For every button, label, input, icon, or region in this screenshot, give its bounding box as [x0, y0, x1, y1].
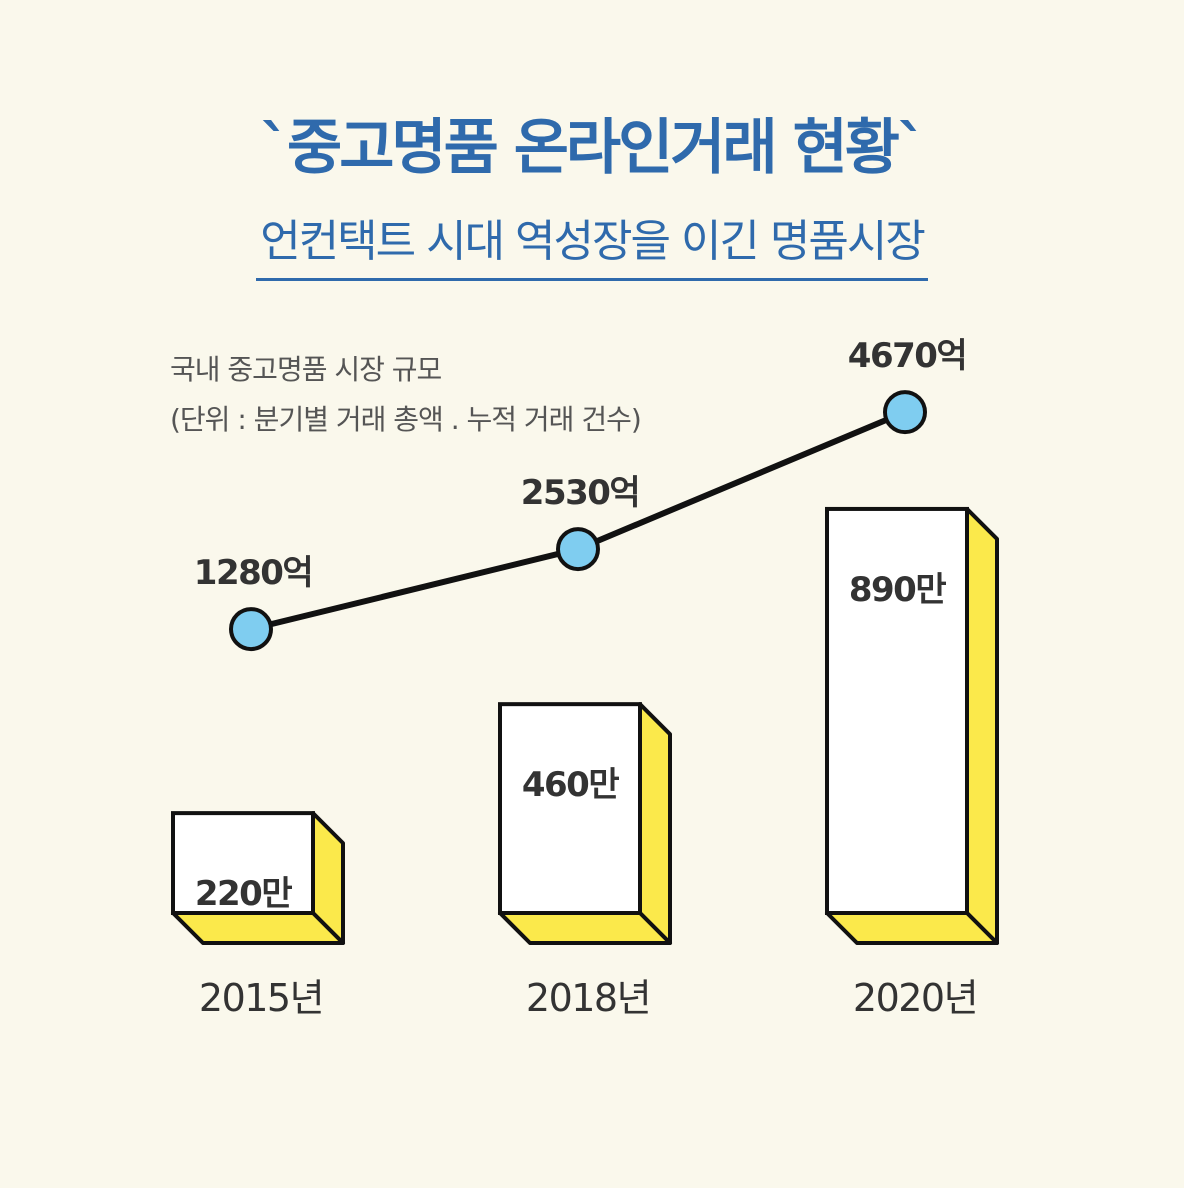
bar-2: [825, 506, 969, 915]
bar-side-1: [638, 702, 672, 945]
line-series-total: [250, 409, 907, 632]
bar-base-2: [825, 911, 999, 945]
x-tick-label-0: 2015년: [199, 976, 323, 1020]
line-marker-1: [556, 527, 600, 572]
chart-title: 국내 중고명품 시장 규모: [170, 353, 442, 386]
bar-base-1: [498, 911, 672, 945]
line-value-label-1: 2530억: [521, 473, 639, 513]
bar-base-0: [171, 911, 345, 945]
x-tick-label-2: 2020년: [853, 976, 977, 1020]
bar-1: [498, 702, 642, 915]
page-subtitle: 언컨택트 시대 역성장을 이긴 명품시장: [256, 212, 928, 281]
line-marker-0: [229, 607, 273, 652]
chart-unit-note: (단위 : 분기별 거래 총액 . 누적 거래 건수): [170, 403, 642, 436]
x-tick-label-1: 2018년: [526, 976, 650, 1020]
line-value-label-2: 4670억: [848, 336, 966, 376]
bar-value-label-0: 220만: [195, 874, 292, 914]
page-title: `중고명품 온라인거래 현황`: [260, 113, 927, 183]
line-value-label-0: 1280억: [194, 553, 312, 593]
bar-value-label-2: 890만: [849, 570, 946, 610]
line-marker-2: [883, 390, 927, 435]
bar-side-2: [965, 506, 999, 945]
subtitle-container: 언컨택트 시대 역성장을 이긴 명품시장: [0, 212, 1184, 281]
bar-value-label-1: 460만: [522, 765, 619, 805]
bar-0: [171, 811, 315, 915]
